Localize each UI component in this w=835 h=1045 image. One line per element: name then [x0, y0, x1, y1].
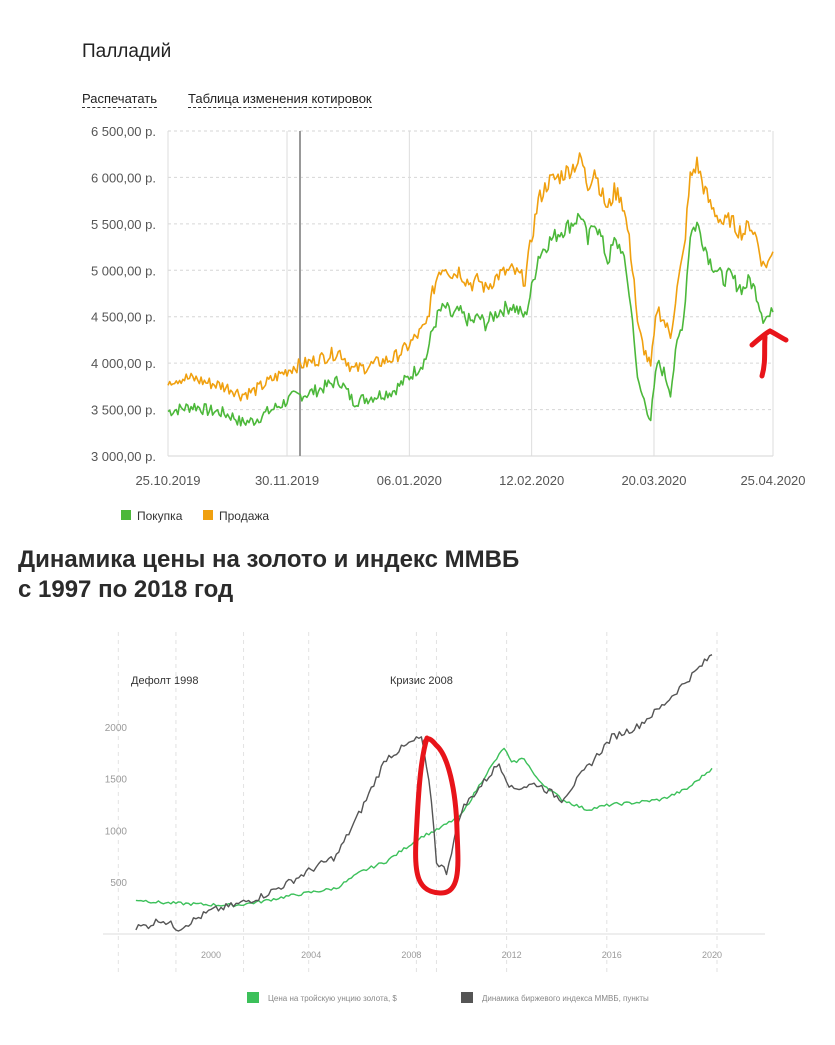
palladium-plot: 3 000,00 р. 3 500,00 р. 4 000,00 р. 4 500,0…: [91, 124, 806, 488]
legend-swatch-sell: [203, 510, 213, 520]
page-title: Палладий: [82, 41, 172, 62]
y-tick-label: 4 500,00 р.: [91, 310, 156, 325]
red-circle-annotation: [413, 735, 461, 896]
y-tick-label: 6 000,00 р.: [91, 170, 156, 185]
x-tick-label: 2000: [201, 950, 221, 960]
annotation-default-1998: Дефолт 1998: [131, 675, 198, 687]
legend-swatch-micex: [461, 992, 473, 1003]
y-tick-label: 2000: [105, 723, 128, 734]
legend-label-micex: Динамика биржевого индекса ММВБ, пункты: [482, 994, 649, 1003]
print-link[interactable]: Распечатать: [82, 91, 158, 108]
x-tick-label: 20.03.2020: [621, 473, 686, 488]
legend-swatch-gold: [247, 992, 259, 1003]
y-tick-label: 3 000,00 р.: [91, 449, 156, 464]
legend-swatch-buy: [121, 510, 131, 520]
gold-legend: Цена на тройскую унцию золота, $ Динамика…: [247, 992, 649, 1003]
x-tick-label: 2004: [301, 950, 321, 960]
y-tick-label: 4 000,00 р.: [91, 356, 156, 371]
x-tick-label: 06.01.2020: [377, 473, 442, 488]
series-line-sell: [167, 152, 774, 402]
gold-plot: 500 1000 1500 2000 2000 2004 2008 2012 2016 2020 Д…: [103, 632, 765, 975]
gold-chart-heading-line2: с 1997 по 2018 год: [18, 576, 234, 603]
x-tick-label: 2012: [502, 950, 522, 960]
x-tick-label: 12.02.2020: [499, 473, 564, 488]
annotation-crisis-2008: Кризис 2008: [390, 675, 453, 687]
x-tick-label: 25.10.2019: [135, 473, 200, 488]
x-tick-label: 2020: [702, 950, 722, 960]
x-tick-label: 30.11.2019: [255, 473, 319, 488]
red-arrow-annotation: [749, 328, 789, 379]
series-line-gold: [135, 747, 713, 908]
x-tick-label: 25.04.2020: [740, 473, 805, 488]
y-tick-label: 5 000,00 р.: [91, 263, 156, 278]
legend-label-buy: Покупка: [137, 509, 183, 523]
x-tick-label: 2016: [602, 950, 622, 960]
x-tick-label: 2008: [401, 950, 421, 960]
quotes-table-link[interactable]: Таблица изменения котировок: [188, 91, 372, 108]
legend-label-gold: Цена на тройскую унцию золота, $: [268, 994, 397, 1003]
y-tick-label: 1000: [105, 826, 128, 837]
series-line-buy: [167, 212, 774, 427]
legend-label-sell: Продажа: [219, 509, 269, 523]
palladium-chart: 3 000,00 р. 3 500,00 р. 4 000,00 р. 4 500,0…: [91, 124, 806, 523]
palladium-legend: Покупка Продажа: [121, 509, 269, 523]
gold-chart-heading: Динамика цены на золото и индекс ММВБ с …: [18, 545, 638, 605]
y-tick-label: 3 500,00 р.: [91, 403, 156, 418]
y-tick-label: 500: [110, 878, 127, 889]
y-tick-label: 6 500,00 р.: [91, 124, 156, 139]
gold-chart-heading-line1: Динамика цены на золото и индекс ММВБ: [18, 546, 520, 573]
y-tick-label: 1500: [105, 775, 128, 786]
series-line-micex: [135, 654, 713, 932]
y-tick-label: 5 500,00 р.: [91, 217, 156, 232]
